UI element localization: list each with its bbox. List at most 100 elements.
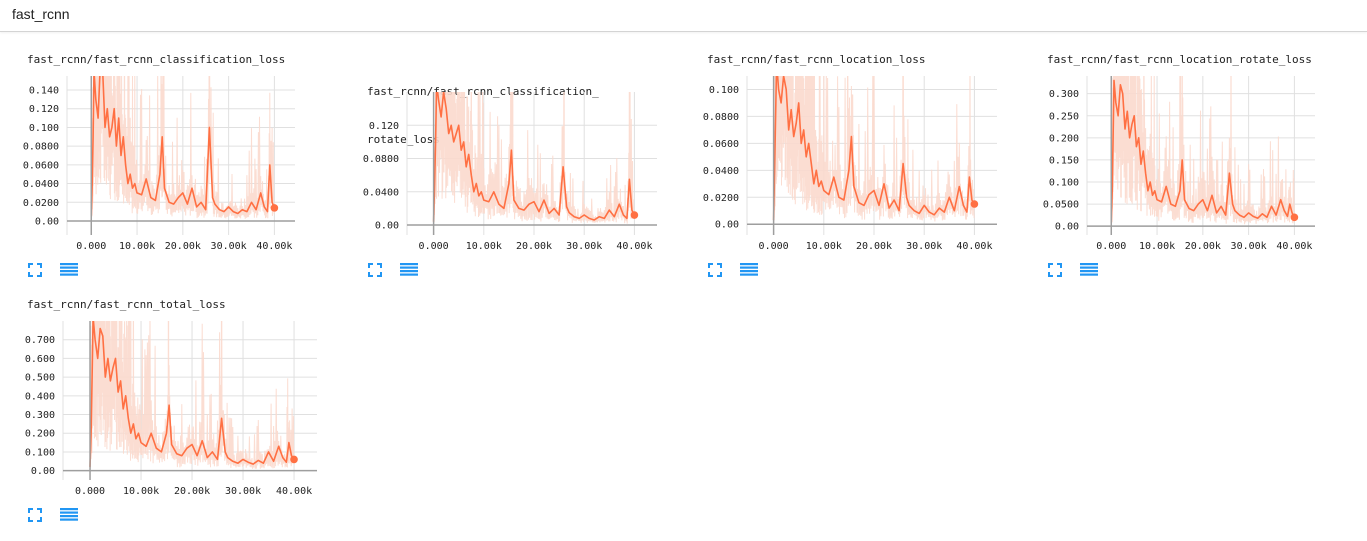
- y-tick-label: 0.700: [25, 335, 55, 346]
- y-tick-label: 0.600: [25, 354, 55, 365]
- y-tick-label: 0.140: [29, 86, 59, 97]
- x-tick-label: 20.00k: [516, 241, 552, 252]
- x-tick-label: 0.000: [75, 486, 105, 497]
- y-tick-label: 0.00: [1055, 222, 1079, 233]
- x-tick-label: 30.00k: [211, 241, 247, 252]
- series-end-point: [630, 211, 639, 219]
- series-line: [1110, 79, 1296, 223]
- y-tick-label: 0.00: [31, 466, 55, 477]
- y-tick-label: 0.0600: [703, 139, 739, 150]
- x-tick-label: 20.00k: [856, 241, 892, 252]
- series-line: [432, 92, 636, 222]
- y-tick-label: 0.250: [1049, 111, 1079, 122]
- chart-plot[interactable]: 0.00 0.0400 0.0800 0.120 0.000 10.00k 20.00k 30…: [363, 52, 667, 262]
- x-tick-label: 0.000: [759, 241, 789, 252]
- chart-title-line: fast_rcnn/fast_rcnn_classification_: [367, 85, 599, 98]
- series-group: [432, 92, 636, 224]
- fullscreen-icon[interactable]: [1047, 262, 1063, 278]
- chart-plot[interactable]: 0.00 0.0500 0.100 0.150 0.200 0.250 0.300 0.000…: [1043, 52, 1347, 262]
- x-tick-label: 10.00k: [1139, 241, 1175, 252]
- y-tick-label: 0.120: [29, 104, 59, 115]
- y-tick-label: 0.500: [25, 373, 55, 384]
- list-icon[interactable]: [60, 507, 78, 523]
- x-tick-label: 40.00k: [956, 241, 992, 252]
- series-line: [89, 321, 295, 467]
- x-tick-label: 30.00k: [566, 241, 602, 252]
- chart-title-line: rotate_loss: [367, 133, 440, 146]
- y-tick-label: 0.0800: [23, 142, 59, 153]
- x-tick-label: 20.00k: [1185, 241, 1221, 252]
- chart-title: fast_rcnn/fast_rcnn_location_rotate_loss: [1047, 53, 1312, 66]
- series-end-point: [970, 200, 979, 208]
- x-tick-label: 20.00k: [174, 486, 210, 497]
- chart-title: fast_rcnn/fast_rcnn_total_loss: [27, 298, 226, 311]
- chart-card-classification-loss: fast_rcnn/fast_rcnn_classification_loss …: [23, 52, 327, 292]
- series-end-point: [270, 204, 279, 212]
- x-tick-label: 10.00k: [806, 241, 842, 252]
- chart-card-location-loss: fast_rcnn/fast_rcnn_location_loss 0.00 0.…: [703, 52, 1007, 292]
- chart-plot[interactable]: 0.00 0.0200 0.0400 0.0600 0.0800 0.100 0.000 10…: [703, 52, 1007, 262]
- series-end-point: [1290, 213, 1299, 222]
- x-tick-label: 40.00k: [616, 241, 652, 252]
- series-line: [772, 76, 976, 221]
- x-tick-label: 20.00k: [165, 241, 201, 252]
- y-tick-label: 0.120: [369, 121, 399, 132]
- y-tick-label: 0.100: [29, 123, 59, 134]
- fullscreen-icon[interactable]: [707, 262, 723, 278]
- y-tick-label: 0.0200: [23, 198, 59, 209]
- x-tick-label: 0.000: [76, 241, 106, 252]
- y-tick-label: 0.0200: [703, 193, 739, 204]
- section-header: fast_rcnn: [0, 0, 1367, 32]
- series-group: [1110, 76, 1296, 225]
- series-group: [90, 76, 276, 219]
- list-icon[interactable]: [60, 262, 78, 278]
- y-tick-label: 0.400: [25, 391, 55, 402]
- x-tick-label: 30.00k: [225, 486, 261, 497]
- x-tick-label: 0.000: [419, 241, 449, 252]
- chart-card-classification-rotate-loss: fast_rcnn/fast_rcnn_classification_ rota…: [363, 52, 667, 292]
- raw-series-line: [433, 92, 635, 224]
- y-tick-label: 0.100: [25, 447, 55, 458]
- y-tick-label: 0.0500: [1043, 200, 1079, 211]
- y-tick-label: 0.200: [25, 429, 55, 440]
- y-tick-label: 0.100: [1049, 178, 1079, 189]
- fullscreen-icon[interactable]: [367, 262, 383, 278]
- fullscreen-icon[interactable]: [27, 262, 43, 278]
- series-group: [89, 321, 295, 469]
- y-tick-label: 0.0400: [23, 179, 59, 190]
- list-icon[interactable]: [400, 262, 418, 278]
- chart-title: fast_rcnn/fast_rcnn_location_loss: [707, 53, 926, 66]
- raw-series-line: [1110, 76, 1295, 225]
- y-tick-label: 0.0600: [23, 160, 59, 171]
- y-tick-label: 0.00: [375, 221, 399, 232]
- x-tick-label: 30.00k: [1231, 241, 1267, 252]
- y-tick-label: 0.0800: [703, 112, 739, 123]
- chart-card-total-loss: fast_rcnn/fast_rcnn_total_loss 0.00 0.100…: [25, 297, 327, 537]
- y-tick-label: 0.0800: [363, 154, 399, 165]
- series-line: [90, 76, 276, 217]
- list-icon[interactable]: [1080, 262, 1098, 278]
- y-tick-label: 0.0400: [703, 166, 739, 177]
- chart-title: fast_rcnn/fast_rcnn_classification_loss: [27, 53, 286, 66]
- y-tick-label: 0.200: [1049, 133, 1079, 144]
- fullscreen-icon[interactable]: [27, 507, 43, 523]
- chart-title: fast_rcnn/fast_rcnn_classification_ rota…: [367, 52, 657, 180]
- chart-plot[interactable]: 0.00 0.0200 0.0400 0.0600 0.0800 0.100 0.120 0.…: [23, 52, 327, 262]
- x-tick-label: 10.00k: [466, 241, 502, 252]
- y-tick-label: 0.300: [1049, 89, 1079, 100]
- y-tick-label: 0.150: [1049, 155, 1079, 166]
- y-tick-label: 0.00: [35, 216, 59, 227]
- x-tick-label: 10.00k: [119, 241, 155, 252]
- x-tick-label: 30.00k: [906, 241, 942, 252]
- section-title[interactable]: fast_rcnn: [12, 6, 70, 22]
- x-tick-label: 40.00k: [1276, 241, 1312, 252]
- chart-card-location-rotate-loss: fast_rcnn/fast_rcnn_location_rotate_loss…: [1043, 52, 1347, 292]
- list-icon[interactable]: [740, 262, 758, 278]
- chart-plot[interactable]: 0.00 0.100 0.200 0.300 0.400 0.500 0.600 0.700 0…: [25, 297, 327, 507]
- series-end-point: [290, 455, 298, 464]
- raw-series-line: [773, 76, 975, 222]
- series-group: [772, 76, 976, 222]
- y-tick-label: 0.300: [25, 410, 55, 421]
- y-tick-label: 0.0400: [363, 187, 399, 198]
- y-tick-label: 0.00: [715, 220, 739, 231]
